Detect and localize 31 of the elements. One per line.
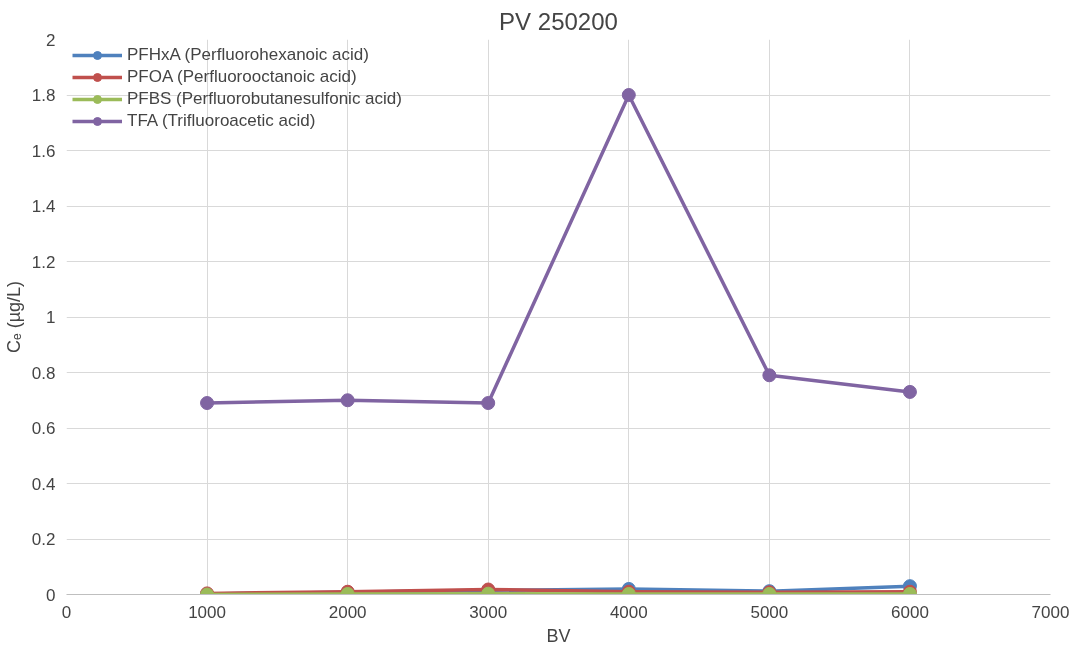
y-tick-label: 1.4 (31, 197, 56, 216)
y-tick-label: 2 (46, 30, 56, 50)
point (481, 396, 496, 411)
x-tick-label: 1000 (188, 602, 226, 622)
x-tick-label: 6000 (891, 602, 929, 622)
y-tick-label: 0.4 (31, 474, 56, 494)
y-tick-label: 0.8 (31, 363, 56, 383)
y-axis-title: Cₑ (µg/L) (3, 280, 24, 354)
y-tick-label: 0.2 (31, 530, 56, 549)
point (340, 393, 355, 408)
legend-label: PFBS (Perfluorobutanesulfonic acid) (127, 89, 402, 109)
point (200, 396, 215, 411)
y-tick-label: 0 (46, 585, 56, 605)
y-tick-label: 1.8 (31, 86, 56, 105)
y-tick-label: 1.2 (31, 252, 56, 272)
y-tick-label: 0.6 (31, 419, 56, 438)
x-axis-title: BV (546, 625, 571, 646)
x-tick-label: 3000 (469, 602, 508, 622)
point (902, 384, 917, 399)
x-tick-label: 0 (61, 602, 72, 622)
legend-label: PFHxA (Perfluorohexanoic acid) (127, 45, 369, 65)
chart-title: PV 250200 (499, 7, 618, 35)
legend-label: PFOA (Perfluorooctanoic acid) (127, 67, 357, 87)
point (762, 368, 777, 383)
legend-label: TFA (Trifluoroacetic acid) (127, 111, 316, 131)
y-tick-label: 1.6 (31, 141, 56, 161)
x-tick-label: 2000 (328, 602, 367, 622)
y-tick-label: 1 (46, 308, 56, 327)
x-tick-label: 4000 (609, 602, 648, 622)
x-tick-label: 7000 (1031, 602, 1070, 622)
x-tick-label: 5000 (750, 602, 789, 622)
